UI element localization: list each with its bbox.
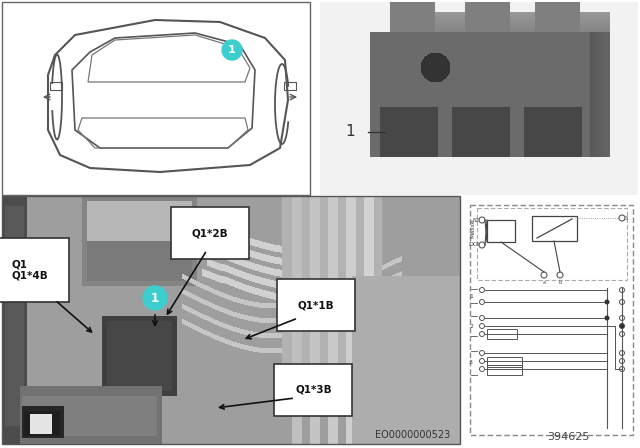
Circle shape <box>605 315 609 320</box>
Circle shape <box>620 323 625 328</box>
Text: 3: 3 <box>625 215 628 220</box>
Circle shape <box>605 300 609 305</box>
Bar <box>487 365 522 375</box>
Text: 1: 1 <box>228 45 236 55</box>
Bar <box>532 216 577 241</box>
Text: Q1*3B: Q1*3B <box>295 385 332 395</box>
Bar <box>2 2 310 195</box>
Text: 2: 2 <box>469 323 473 328</box>
Circle shape <box>222 40 242 60</box>
Bar <box>487 329 517 339</box>
Bar <box>284 82 296 90</box>
Text: Q1*1B: Q1*1B <box>298 300 335 310</box>
Bar <box>2 196 460 444</box>
Text: Q1
Q1*4B: Q1 Q1*4B <box>11 259 48 281</box>
Text: DC: DC <box>468 242 477 247</box>
Bar <box>470 205 633 435</box>
Text: 1: 1 <box>151 292 159 305</box>
Bar <box>477 208 627 280</box>
Bar <box>487 220 515 242</box>
Bar <box>487 357 522 367</box>
Text: Masse: Masse <box>470 218 476 237</box>
Text: 1: 1 <box>469 293 473 298</box>
Text: a: a <box>543 280 545 285</box>
Text: 1: 1 <box>345 125 355 139</box>
Circle shape <box>143 286 167 310</box>
Text: b: b <box>559 280 561 285</box>
Text: 4: 4 <box>476 242 479 247</box>
Bar <box>50 82 62 90</box>
Text: Q1*2B: Q1*2B <box>192 228 228 238</box>
Text: 3: 3 <box>469 361 473 366</box>
Text: N2: N2 <box>472 217 479 223</box>
Text: EO0000000523: EO0000000523 <box>375 430 450 440</box>
Text: 394625: 394625 <box>548 432 590 442</box>
Bar <box>462 200 637 438</box>
